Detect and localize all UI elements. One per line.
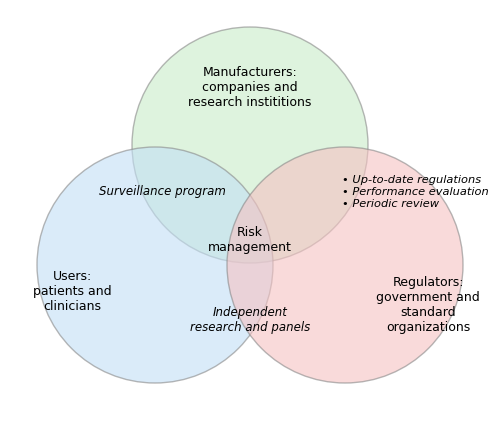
Text: Risk
management: Risk management <box>208 226 292 254</box>
Text: Surveillance program: Surveillance program <box>98 185 226 199</box>
Circle shape <box>132 27 368 263</box>
Text: Independent
research and panels: Independent research and panels <box>190 306 310 334</box>
Circle shape <box>37 147 273 383</box>
Text: Manufacturers:
companies and
research instititions: Manufacturers: companies and research in… <box>188 67 312 110</box>
Text: Users:
patients and
clinicians: Users: patients and clinicians <box>32 270 112 313</box>
Text: Regulators:
government and
standard
organizations: Regulators: government and standard orga… <box>376 276 480 334</box>
Circle shape <box>227 147 463 383</box>
Text: • Up-to-date regulations
• Performance evaluation
• Periodic review: • Up-to-date regulations • Performance e… <box>342 175 489 209</box>
